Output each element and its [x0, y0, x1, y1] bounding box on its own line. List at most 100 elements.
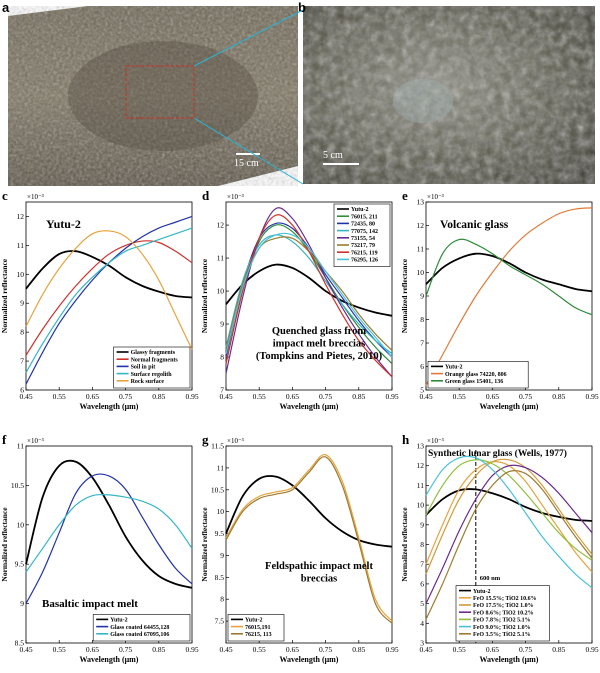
series-line-h-5	[425, 455, 593, 589]
x-tick-label: 0.95	[385, 392, 398, 401]
x-tick-label: 0.95	[585, 645, 598, 654]
y-tick-label: 9	[220, 320, 224, 329]
x-axis-label: Wavelength (μm)	[280, 655, 339, 664]
x-tick-label: 0.65	[486, 392, 499, 401]
y-tick-label: 7	[420, 560, 424, 569]
legend-entry: Yutu-2	[351, 207, 368, 213]
legend-entry: 73155, 54	[351, 236, 375, 242]
x-tick-label: 0.65	[86, 645, 99, 654]
y-tick-label: 12	[17, 212, 25, 221]
legend-entry: Glass coated 67095,106	[110, 632, 169, 638]
lunar-surface-panorama: 15 cm	[8, 6, 298, 186]
scale-label-a: 15 cm	[234, 158, 259, 169]
x-tick-label: 0.85	[352, 392, 365, 401]
glassy-fragment-closeup: 5 cm	[303, 6, 595, 184]
chart-f: f ×10⁻³ 0.45 0.55 0.65 0.75 0.85 0.95 8.5 9 9.5 10 1…	[0, 432, 199, 664]
x-tick-label: 0.45	[419, 392, 432, 401]
legend-entry: 76215, 113	[245, 632, 272, 638]
x-axis-label: Wavelength (μm)	[280, 402, 339, 411]
x-tick-label: 0.55	[253, 392, 266, 401]
series-line-g-2	[225, 456, 393, 624]
panel-letter-e: e	[402, 188, 408, 203]
y-tick-label: 13	[417, 198, 425, 207]
series-line-c-0	[25, 250, 193, 299]
y-axis-label: Normalized reflectance	[0, 258, 9, 333]
chart-d: d ×10⁻³ 0.45 0.55 0.65 0.75 0.85 0.95 7 8 9 10 11 12 W…	[200, 188, 399, 411]
legend-entry: Yutu-2	[110, 618, 127, 624]
x-tick-label: 0.85	[152, 392, 165, 401]
x-tick-label: 0.75	[119, 645, 132, 654]
legend-entry: 76215, 119	[351, 250, 378, 256]
legend-entry: FeO 8.6%; TiO2 10.2%	[473, 610, 534, 616]
legend-entry: Normal fragments	[131, 357, 179, 363]
series-line-e-1	[425, 207, 593, 386]
zoom-connectors	[193, 9, 304, 185]
series-line-c-4	[25, 230, 193, 350]
y-tick-label: 9.5	[15, 560, 25, 569]
photo-b-closeup: 5 cm	[303, 6, 595, 184]
panel-letter-a: a	[2, 0, 10, 15]
y-tick-label: 6	[420, 579, 424, 588]
legend-entry: Glassy fragments	[131, 350, 176, 356]
x-tick-label: 0.75	[319, 645, 332, 654]
x-tick-label: 0.85	[352, 645, 365, 654]
scale-label-b: 5 cm	[323, 150, 343, 161]
y-tick-label: 9	[20, 299, 24, 308]
x-tick-label: 0.55	[53, 645, 66, 654]
y-tick-label: 11	[217, 463, 224, 472]
x-tick-label: 0.65	[86, 392, 99, 401]
y-tick-label: 8	[420, 315, 424, 324]
axis-exponent: ×10⁻³	[227, 193, 244, 201]
x-tick-label: 0.95	[185, 392, 198, 401]
legend-entry: Glass coated 64455,128	[110, 625, 169, 631]
y-tick-label: 10.5	[11, 481, 24, 490]
x-tick-label: 0.45	[419, 645, 432, 654]
y-tick-label: 6	[20, 386, 24, 395]
y-tick-label: 10	[17, 270, 25, 279]
plot-frame	[25, 201, 193, 391]
x-tick-label: 0.85	[552, 392, 565, 401]
y-tick-label: 4	[420, 619, 424, 628]
y-axis-label: Normalized reflectance	[0, 507, 9, 582]
y-tick-label: 5	[420, 599, 424, 608]
x-axis-label: Wavelength (μm)	[80, 655, 139, 664]
series-line-f-2	[25, 493, 193, 573]
chart-title-c: Yutu-2	[46, 217, 81, 231]
x-tick-label: 0.75	[519, 392, 532, 401]
legend-entry: 73217, 79	[351, 243, 375, 249]
y-tick-label: 10	[17, 520, 25, 529]
chart-e: e ×10⁻³ 0.45 0.55 0.65 0.75 0.85 0.95 5 6 7 8 9 10 11 1…	[400, 188, 599, 411]
y-tick-label: 11	[417, 481, 424, 490]
series-line-h-3	[425, 464, 593, 604]
y-tick-label: 10	[417, 501, 425, 510]
x-tick-label: 0.75	[319, 392, 332, 401]
legend-entry: FeO 9.0%; TiO2 1.0%	[473, 625, 531, 631]
axis-exponent: ×10⁻³	[227, 437, 244, 445]
y-tick-label: 3	[420, 639, 424, 648]
chart-c: c ×10⁻³ 0.45 0.55 0.65 0.75 0.85 0.95 6 7 8 9 10 11 12…	[0, 188, 199, 411]
y-tick-label: 7	[420, 339, 424, 348]
y-tick-label: 8	[420, 540, 424, 549]
x-tick-label: 0.65	[286, 645, 299, 654]
y-tick-label: 10	[417, 268, 425, 277]
y-tick-label: 5	[420, 386, 424, 395]
y-tick-label: 11.5	[211, 442, 224, 451]
legend-entry: Green glass 15401, 136	[445, 379, 503, 385]
legend-entry: FeO 7.8%; TiO2 5.1%	[473, 618, 531, 624]
legend-entry: 76015,191	[245, 625, 271, 631]
y-tick-label: 9	[20, 599, 24, 608]
chart-title-g: breccias	[301, 574, 338, 585]
chart-h: h ×10⁻³ 0.45 0.55 0.65 0.75 0.85 0.95 3 4 5 6 7 8 9 10 1…	[400, 432, 599, 664]
x-axis-label: Wavelength (μm)	[80, 402, 139, 411]
x-tick-label: 0.95	[585, 392, 598, 401]
x-tick-label: 0.85	[552, 645, 565, 654]
chart-title-g: Feldspathic impact melt	[265, 561, 373, 572]
y-tick-label: 10	[217, 287, 225, 296]
y-tick-label: 12	[417, 461, 425, 470]
legend-entry: Soil in pit	[131, 365, 156, 371]
legend-entry: FeO 17.5%; TiO2 1.0%	[473, 603, 534, 609]
y-tick-label: 9	[420, 520, 424, 529]
legend-entry: Rock surface	[131, 379, 165, 385]
